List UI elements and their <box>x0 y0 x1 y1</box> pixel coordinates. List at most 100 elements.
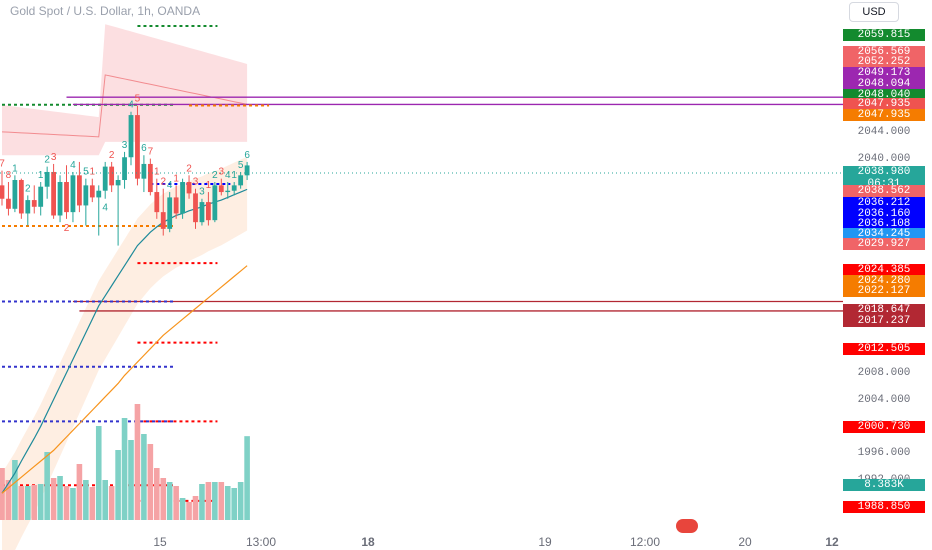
price-label: 2000.730 <box>843 421 925 433</box>
price-label: 2047.935 <box>843 109 925 121</box>
price-label: 2036.108 <box>843 218 925 230</box>
count-label-36: 1 <box>231 170 237 181</box>
price-label: 2059.815 <box>843 29 925 41</box>
volume-bar-37 <box>237 482 244 520</box>
count-label-35: 4 <box>225 170 231 181</box>
price-label: 2012.505 <box>843 343 925 355</box>
time-tick: 13:00 <box>245 535 277 549</box>
volume-bar-8 <box>50 478 57 520</box>
count-label-13: 5 <box>83 167 89 178</box>
time-tick: 12:00 <box>629 535 661 549</box>
volume-bar-35 <box>224 486 231 520</box>
candle-body-12 <box>77 175 82 206</box>
candle-body-17 <box>109 166 115 186</box>
price-label: 2056.569 <box>843 46 925 58</box>
time-tick: 20 <box>738 535 752 549</box>
candle-body-2 <box>12 180 18 209</box>
count-label-6: 1 <box>38 170 44 181</box>
count-label-4: 2 <box>25 183 31 194</box>
volume-bar-0 <box>0 468 5 520</box>
volume-bars <box>0 404 250 520</box>
volume-bar-18 <box>115 450 121 520</box>
price-label: 2038.562 <box>843 185 925 197</box>
volume-bar-26 <box>166 482 173 520</box>
candle-body-19 <box>122 157 127 181</box>
candle-body-3 <box>18 180 24 214</box>
count-label-14: 1 <box>90 167 96 178</box>
symbol-title: Gold Spot / U.S. Dollar, 1h, OANDA <box>10 4 201 18</box>
volume-bar-21 <box>134 404 141 520</box>
price-label: 2018.647 <box>843 304 925 316</box>
candle-body-5 <box>31 200 37 207</box>
candle-body-13 <box>83 185 89 206</box>
volume-bar-23 <box>147 444 154 520</box>
candle-body-37 <box>238 175 244 186</box>
time-tick: 18 <box>361 535 375 549</box>
candle-body-10 <box>64 182 69 213</box>
price-label: 2052.252 <box>843 56 925 68</box>
volume-bar-36 <box>231 488 237 520</box>
candle-body-0 <box>0 185 5 199</box>
candle-body-24 <box>154 192 160 213</box>
candle-body-36 <box>231 185 237 191</box>
price-tick: 2044.000 <box>857 125 911 138</box>
volume-bar-19 <box>121 418 128 520</box>
price-label: 1988.850 <box>843 501 925 513</box>
price-label: 2036.160 <box>843 208 925 220</box>
volume-bar-33 <box>212 482 218 520</box>
volume-bar-4 <box>25 486 31 520</box>
price-label: 2017.237 <box>843 315 925 327</box>
orange-band <box>2 156 248 550</box>
candle-body-27 <box>173 197 179 214</box>
candle-body-30 <box>193 193 198 223</box>
candle-body-20 <box>128 115 134 158</box>
count-label-20: 4 <box>128 100 134 111</box>
candle-body-14 <box>89 185 95 198</box>
volume-bar-6 <box>37 484 44 520</box>
price-label: 2036.212 <box>843 197 925 209</box>
tradingview-logo-icon[interactable] <box>676 519 698 533</box>
volume-bar-7 <box>44 452 50 520</box>
price-tick: 2040.000 <box>857 152 911 165</box>
count-label-26: 4 <box>167 180 173 191</box>
count-label-16: 4 <box>102 203 108 214</box>
ema-slow-line <box>1 265 248 494</box>
price-label: 2029.927 <box>843 238 925 250</box>
price-label: 2022.127 <box>843 285 925 297</box>
count-label-29: 2 <box>186 163 192 174</box>
volume-bar-16 <box>102 480 108 520</box>
volume-bar-25 <box>160 478 167 520</box>
count-label-8: 3 <box>51 152 57 163</box>
price-tick: 2008.000 <box>857 366 911 379</box>
volume-bar-9 <box>57 476 63 520</box>
candle-body-28 <box>180 182 185 214</box>
candle-body-31 <box>199 202 205 223</box>
volume-bar-13 <box>83 480 89 520</box>
volume-bar-30 <box>192 496 199 520</box>
red-band <box>2 24 248 156</box>
count-label-19: 3 <box>122 140 128 151</box>
price-tick: 2004.000 <box>857 393 911 406</box>
red-band-mid <box>1 74 248 138</box>
channel-bands <box>1 24 248 550</box>
candle-body-25 <box>160 212 166 229</box>
candle-body-29 <box>186 182 192 194</box>
candle-body-11 <box>70 175 76 213</box>
count-label-32: 1 <box>206 180 212 191</box>
volume-bar-20 <box>128 440 134 520</box>
candle-body-1 <box>6 198 11 209</box>
volume-bar-2 <box>12 460 18 520</box>
count-label-2: 1 <box>12 163 18 174</box>
count-label-24: 1 <box>154 167 160 178</box>
time-tick: 12 <box>825 535 839 549</box>
volume-bar-38 <box>244 436 250 520</box>
volume-bar-27 <box>173 486 179 520</box>
count-label-11: 4 <box>70 160 76 171</box>
count-label-10: 2 <box>64 223 70 234</box>
currency-button[interactable]: USD <box>849 2 899 22</box>
count-label-34: 3 <box>219 167 225 178</box>
count-label-37: 5 <box>238 160 244 171</box>
volume-bar-32 <box>205 482 212 520</box>
candle-body-34 <box>218 185 224 193</box>
